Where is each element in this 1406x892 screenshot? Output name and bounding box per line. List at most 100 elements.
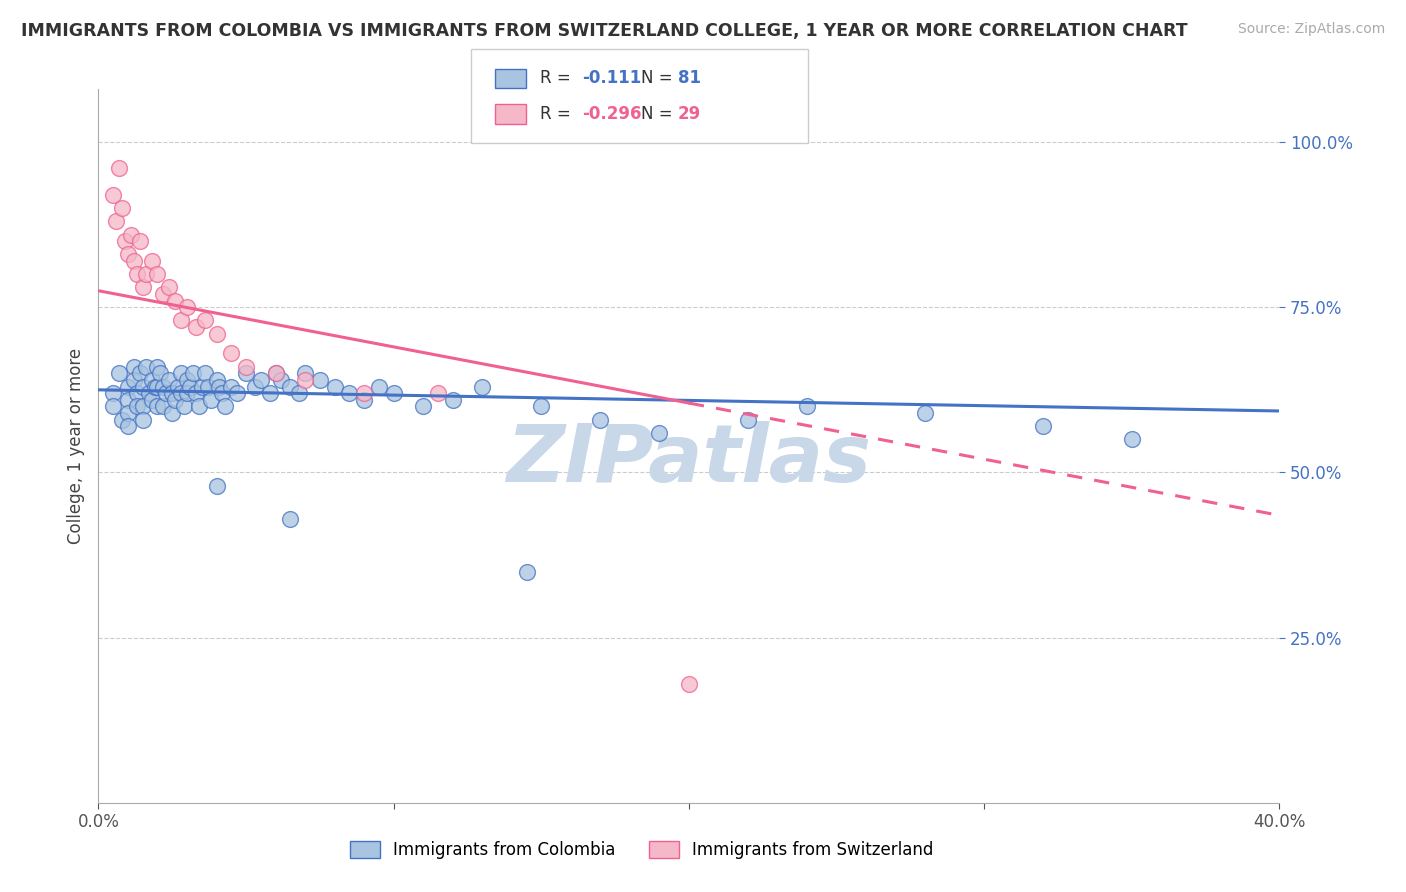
Point	[194, 367, 217, 381]
Point	[146, 267, 169, 281]
Point	[353, 386, 375, 401]
Point	[200, 392, 222, 407]
Point	[270, 373, 292, 387]
Text: IMMIGRANTS FROM COLOMBIA VS IMMIGRANTS FROM SWITZERLAND COLLEGE, 1 YEAR OR MORE : IMMIGRANTS FROM COLOMBIA VS IMMIGRANTS F…	[21, 22, 1188, 40]
Point	[211, 386, 233, 401]
Point	[280, 379, 302, 393]
Point	[226, 386, 249, 401]
Point	[427, 386, 450, 401]
Point	[162, 406, 183, 420]
Point	[184, 386, 207, 401]
Point	[205, 326, 228, 341]
Point	[135, 359, 157, 374]
Point	[135, 267, 157, 281]
Point	[146, 379, 169, 393]
Point	[264, 367, 287, 381]
Text: N =: N =	[641, 70, 678, 87]
Point	[165, 392, 187, 407]
Point	[146, 359, 169, 374]
Point	[176, 386, 198, 401]
Point	[108, 367, 131, 381]
Point	[128, 367, 150, 381]
Point	[103, 188, 125, 202]
Text: Source: ZipAtlas.com: Source: ZipAtlas.com	[1237, 22, 1385, 37]
Point	[184, 320, 207, 334]
Point	[152, 287, 174, 301]
Point	[214, 400, 236, 414]
Point	[197, 379, 219, 393]
Point	[181, 367, 204, 381]
Text: 81: 81	[678, 70, 700, 87]
Point	[105, 214, 128, 228]
Point	[412, 400, 434, 414]
Point	[132, 412, 155, 426]
Point	[176, 373, 198, 387]
Point	[309, 373, 332, 387]
Point	[122, 359, 145, 374]
Y-axis label: College, 1 year or more: College, 1 year or more	[66, 348, 84, 544]
Point	[796, 400, 818, 414]
Point	[205, 373, 228, 387]
Point	[208, 379, 231, 393]
Text: 29: 29	[678, 105, 702, 123]
Point	[170, 386, 193, 401]
Point	[117, 247, 139, 261]
Point	[132, 379, 155, 393]
Point	[221, 346, 243, 360]
Text: ZIPatlas: ZIPatlas	[506, 421, 872, 500]
Point	[368, 379, 391, 393]
Point	[152, 379, 174, 393]
Point	[117, 379, 139, 393]
Point	[157, 373, 180, 387]
Text: -0.111: -0.111	[582, 70, 641, 87]
Point	[125, 267, 148, 281]
Point	[173, 400, 195, 414]
Point	[125, 400, 148, 414]
Point	[323, 379, 346, 393]
Point	[243, 379, 266, 393]
Point	[132, 400, 155, 414]
Point	[914, 406, 936, 420]
Point	[117, 392, 139, 407]
Point	[678, 677, 700, 691]
Point	[187, 400, 209, 414]
Point	[141, 373, 163, 387]
Legend: Immigrants from Colombia, Immigrants from Switzerland: Immigrants from Colombia, Immigrants fro…	[343, 834, 941, 866]
Point	[235, 367, 257, 381]
Point	[1032, 419, 1054, 434]
Point	[235, 359, 257, 374]
Point	[648, 425, 671, 440]
Point	[170, 367, 193, 381]
Point	[108, 161, 131, 176]
Point	[143, 379, 166, 393]
Point	[471, 379, 494, 393]
Point	[111, 201, 134, 215]
Point	[294, 367, 316, 381]
Point	[1121, 433, 1143, 447]
Point	[589, 412, 612, 426]
Point	[120, 227, 142, 242]
Point	[155, 386, 177, 401]
Point	[132, 280, 155, 294]
Point	[259, 386, 281, 401]
Point	[288, 386, 311, 401]
Point	[146, 400, 169, 414]
Point	[149, 367, 172, 381]
Text: R =: R =	[540, 70, 576, 87]
Point	[294, 373, 316, 387]
Point	[170, 313, 193, 327]
Point	[382, 386, 405, 401]
Point	[339, 386, 361, 401]
Point	[737, 412, 759, 426]
Point	[205, 478, 228, 492]
Point	[167, 379, 190, 393]
Point	[128, 234, 150, 248]
Point	[191, 379, 214, 393]
Text: N =: N =	[641, 105, 678, 123]
Point	[138, 386, 160, 401]
Point	[165, 293, 187, 308]
Point	[280, 511, 302, 525]
Text: -0.296: -0.296	[582, 105, 641, 123]
Point	[264, 367, 287, 381]
Point	[111, 412, 134, 426]
